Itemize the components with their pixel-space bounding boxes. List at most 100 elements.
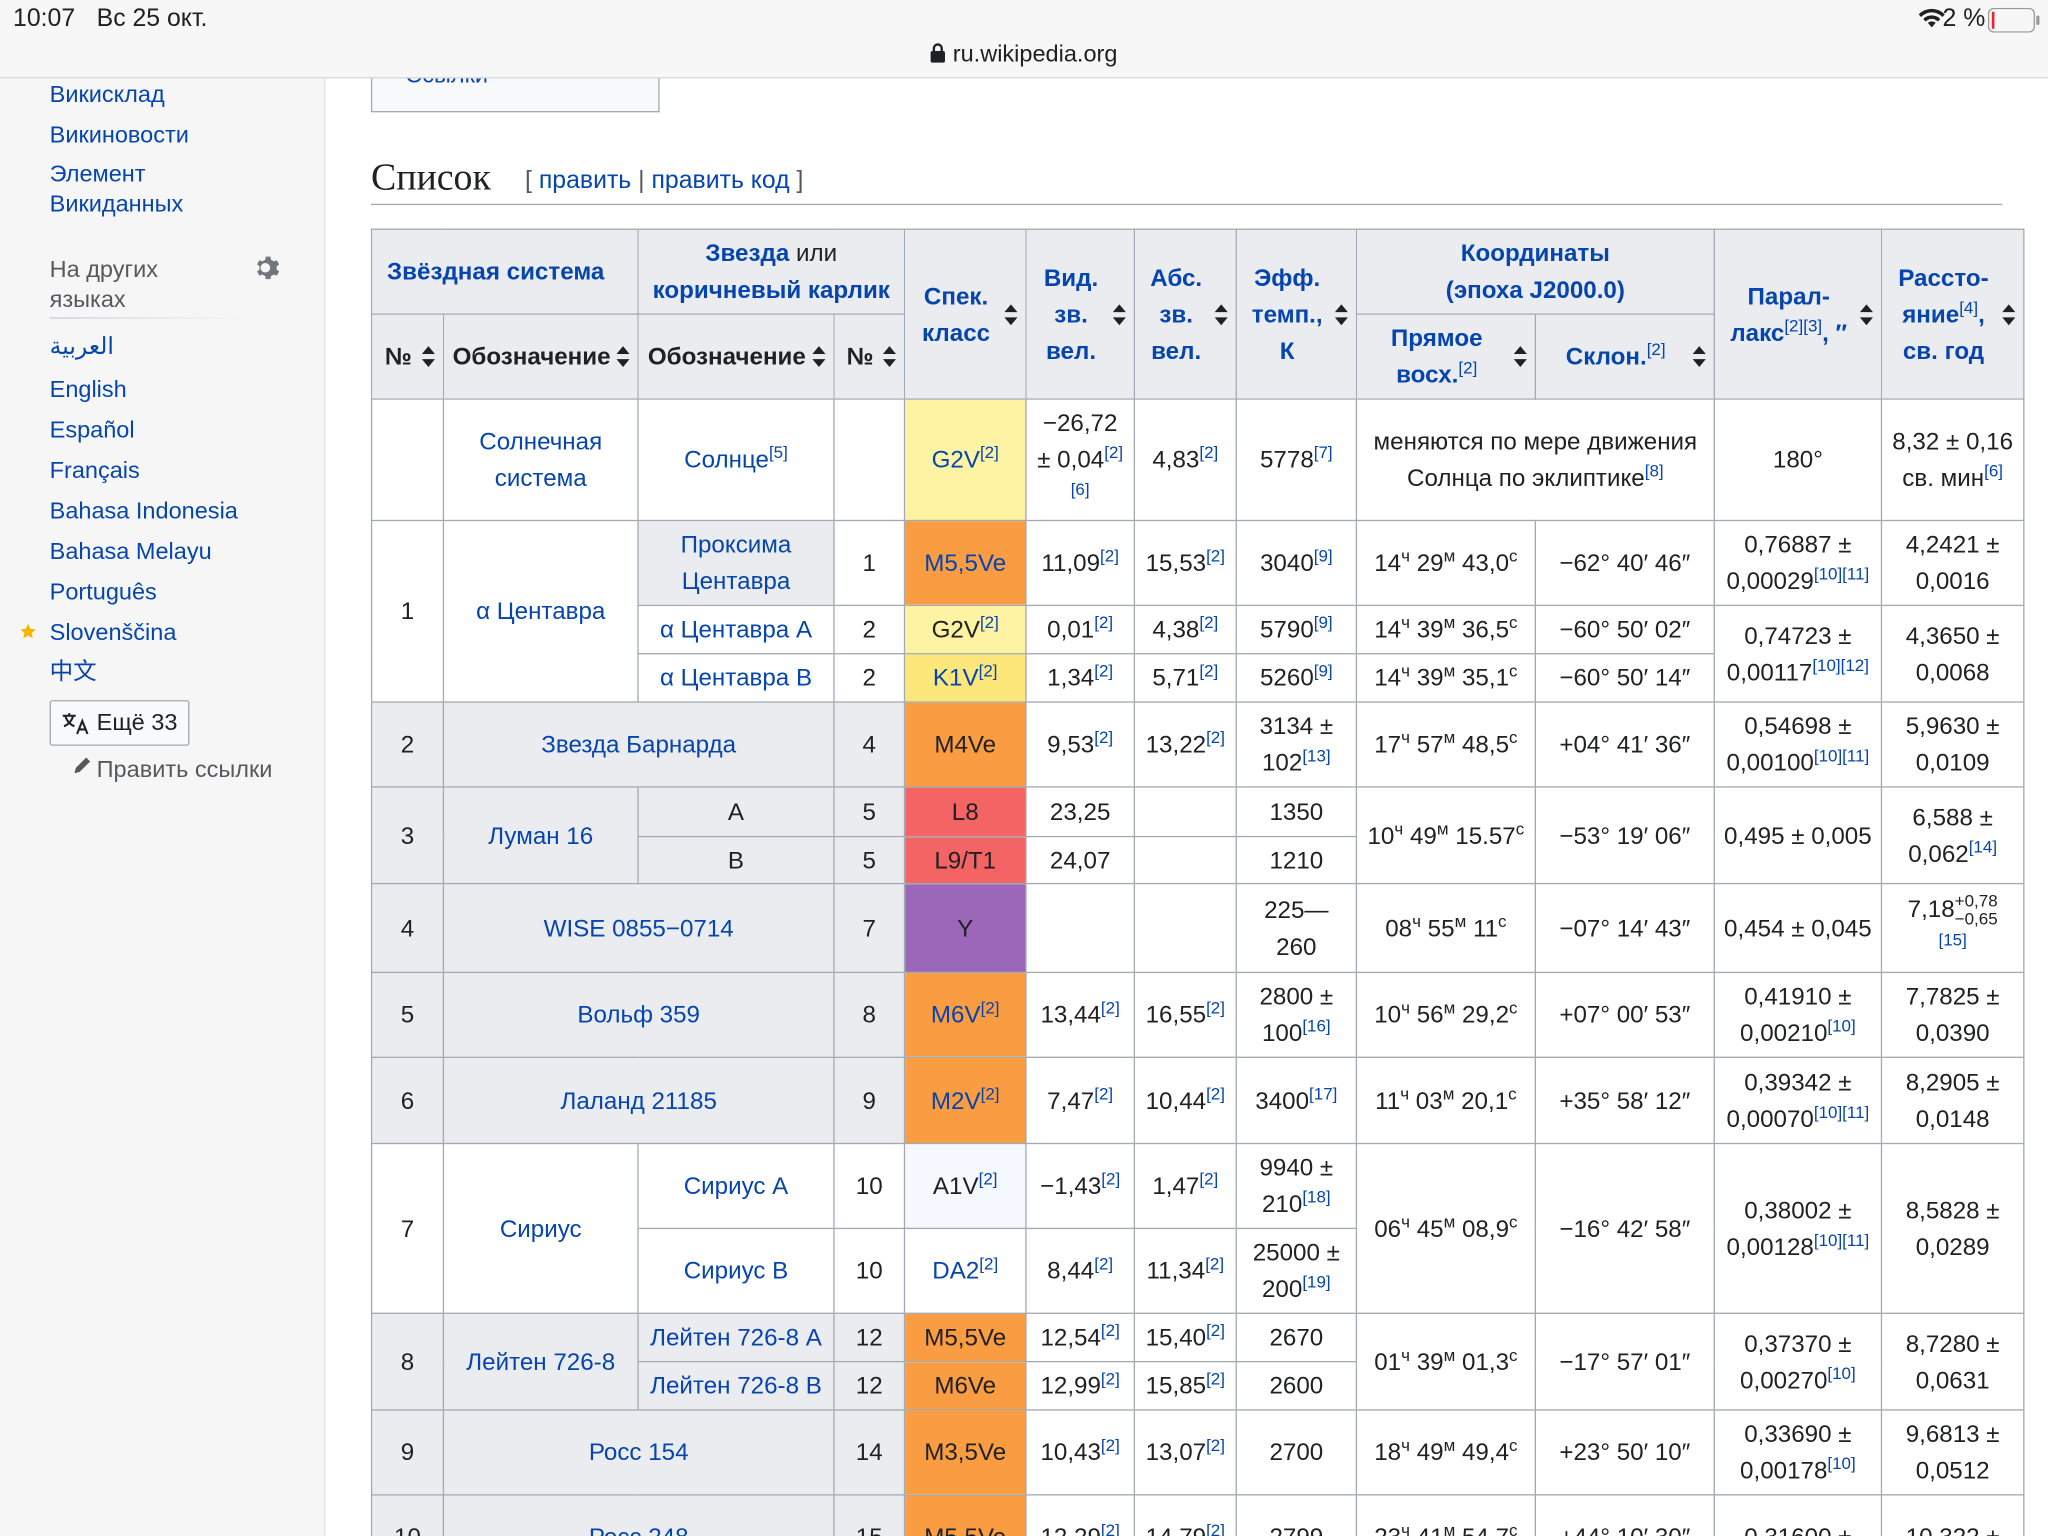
cell-text: 7,47 — [1047, 1086, 1095, 1114]
sort-icon[interactable] — [1513, 346, 1527, 368]
cell-text: 9,53 — [1047, 730, 1095, 758]
cell-text: 10 — [855, 1171, 883, 1200]
sort-icon[interactable] — [1004, 303, 1018, 325]
cell: Росс 154 — [442, 1409, 835, 1496]
lower-error: −0,65 — [1954, 909, 1998, 929]
sort-icon[interactable] — [421, 346, 435, 368]
header-cell[interactable]: Абс. зв. вел. — [1133, 228, 1237, 400]
header-cell[interactable]: Спек. класс — [903, 228, 1027, 400]
header-cell[interactable]: № — [370, 313, 445, 400]
header-cell[interactable]: Обозначение — [637, 313, 835, 400]
address-bar[interactable]: ru.wikipedia.org — [0, 40, 2048, 67]
cell: α Центавра — [442, 519, 639, 703]
sort-icon[interactable] — [1692, 346, 1706, 368]
cell: B — [637, 835, 835, 885]
edit-link[interactable]: править — [538, 167, 632, 195]
sort-icon[interactable] — [812, 346, 826, 368]
more-languages-button[interactable]: Ещё 33 — [49, 700, 190, 746]
cell-text: 7,18 — [1907, 894, 1955, 923]
cell-text: 14ч 39м 35,1с — [1374, 660, 1518, 691]
reference: [2] — [1206, 1368, 1225, 1389]
cell: 14ч 29м 43,0с — [1355, 519, 1536, 607]
cell: G2V[2] — [903, 398, 1027, 522]
header-cell[interactable]: Обозначение — [442, 313, 639, 400]
sort-icon[interactable] — [1334, 303, 1348, 325]
header-cell[interactable]: Парал­лакс[2][3], ″ — [1713, 228, 1883, 400]
stars-table: Звёздная система Звезда или коричневый к… — [370, 228, 2025, 1536]
reference: [2] — [1206, 1520, 1225, 1536]
language-link[interactable]: Slovenščina — [49, 619, 177, 646]
reference: [14] — [1968, 836, 1998, 856]
header-cell[interactable]: № — [833, 313, 906, 400]
cell-text: 15,40 — [1145, 1323, 1207, 1351]
reference: [10][11] — [1813, 1101, 1870, 1122]
cell: A1V[2] — [903, 1142, 1027, 1230]
cell-text: 14ч 29м 43,0с — [1374, 545, 1518, 576]
cell: +07° 00′ 53″ — [1534, 971, 1715, 1058]
cell: −53° 19′ 06″ — [1534, 786, 1715, 885]
separator — [49, 317, 246, 319]
sort-icon[interactable] — [1112, 303, 1126, 325]
cell-text: M4Ve — [934, 730, 997, 758]
edit-links[interactable]: Править ссылки — [96, 756, 273, 783]
cell-text: 6 — [400, 1086, 415, 1114]
cell-text: 12 — [855, 1371, 883, 1399]
language-link[interactable]: العربية — [49, 333, 114, 360]
cell: 15 — [833, 1494, 906, 1536]
sort-icon[interactable] — [1214, 303, 1228, 325]
language-link[interactable]: Français — [49, 457, 140, 484]
sidebar-link[interactable]: Элемент Викиданных — [49, 160, 184, 217]
cell-text: 14ч 39м 36,5с — [1374, 612, 1518, 643]
cell: 2 — [833, 653, 906, 703]
header-cell[interactable]: Вид. зв. вел. — [1025, 228, 1136, 400]
reference: [16] — [1302, 1015, 1331, 1036]
cell-text: 11,34 — [1146, 1256, 1206, 1284]
upper-error: +0,78 — [1954, 890, 1998, 911]
sort-icon[interactable] — [2002, 303, 2016, 325]
sidebar-link[interactable]: Викисклад — [49, 80, 165, 108]
sidebar-link[interactable]: Викиновости — [49, 121, 189, 148]
cell: +35° 58′ 12″ — [1534, 1056, 1715, 1145]
cell: 24,07 — [1025, 835, 1136, 885]
cell: Лейтен 726-8 B — [637, 1360, 835, 1411]
cell: 7 — [370, 1142, 445, 1314]
reference: [2] — [1199, 660, 1219, 681]
cell-text: 0,01 — [1047, 615, 1095, 643]
header-cell[interactable]: Эфф. темп., К — [1235, 228, 1358, 400]
language-link[interactable]: English — [49, 376, 127, 403]
cell-text: 1 — [400, 596, 415, 625]
header-cell[interactable]: Рассто­яние[4], св. год — [1880, 228, 2025, 400]
cell: 3040[9] — [1235, 519, 1358, 607]
header-cell[interactable]: Прямое восх.[2] — [1355, 313, 1536, 400]
cell: K1V[2] — [903, 653, 1027, 703]
cell-text: Лейтен 726-8 A — [650, 1323, 822, 1351]
language-link[interactable]: Bahasa Indonesia — [49, 497, 238, 524]
edit-code-link[interactable]: править код — [651, 167, 790, 195]
cell: 2700 — [1235, 1409, 1358, 1496]
cell: 9,53[2] — [1025, 701, 1136, 788]
header: коричневый карлик — [652, 275, 890, 304]
sort-icon[interactable] — [616, 346, 630, 368]
language-link[interactable]: 中文 — [49, 658, 97, 685]
sort-icon[interactable] — [1859, 303, 1873, 325]
cell: 0,01[2] — [1025, 604, 1136, 655]
cell-text: 11ч 03м 20,1с — [1375, 1083, 1517, 1114]
cell: 5,71[2] — [1133, 653, 1237, 703]
cell: −60° 50′ 14″ — [1534, 653, 1715, 703]
reference: [2] — [1094, 727, 1114, 747]
cell-text: 5790 — [1259, 615, 1314, 643]
language-link[interactable]: Bahasa Melayu — [49, 538, 212, 565]
cell-text: α Центавра B — [659, 663, 813, 691]
cell: 6,588 ± 0,062[14] — [1880, 786, 2025, 885]
settings-icon[interactable] — [253, 253, 282, 282]
language-link[interactable]: Español — [49, 416, 135, 443]
cell: 8,5828 ± 0,0289 — [1880, 1142, 2025, 1314]
cell: α Центавра A — [637, 604, 835, 655]
header-cell[interactable]: Склон.[2] — [1534, 313, 1715, 400]
sort-icon[interactable] — [882, 346, 896, 368]
language-link[interactable]: Português — [49, 578, 157, 605]
cell-text: 14 — [855, 1438, 883, 1466]
cell: 0,495 ± 0,005 — [1713, 786, 1883, 885]
reference: [2] — [1206, 727, 1225, 747]
